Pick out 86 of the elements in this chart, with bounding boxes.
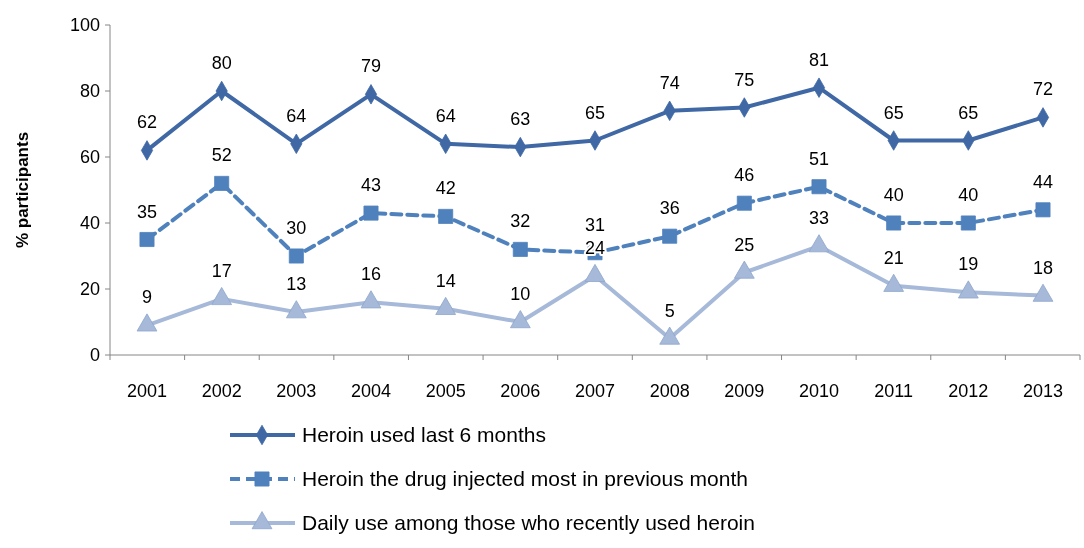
data-label: 52 bbox=[211, 145, 232, 166]
point bbox=[584, 263, 606, 282]
legend-label: Daily use among those who recently used heroin bbox=[302, 511, 755, 535]
point bbox=[286, 300, 307, 319]
point bbox=[1035, 202, 1051, 218]
data-label: 64 bbox=[286, 105, 307, 126]
point bbox=[1032, 283, 1054, 302]
data-label: 44 bbox=[1032, 171, 1054, 192]
data-label: 65 bbox=[958, 102, 979, 123]
y-tick-label: 100 bbox=[69, 15, 100, 36]
point bbox=[958, 280, 979, 299]
data-label: 36 bbox=[659, 198, 680, 219]
data-label: 74 bbox=[659, 72, 680, 93]
data-label: 30 bbox=[286, 218, 307, 238]
point bbox=[438, 208, 454, 224]
data-label: 19 bbox=[958, 254, 979, 275]
data-label: 18 bbox=[1032, 257, 1054, 278]
point bbox=[886, 215, 902, 231]
data-label: 79 bbox=[360, 56, 382, 77]
point bbox=[811, 179, 827, 195]
y-tick-label: 40 bbox=[79, 213, 100, 234]
x-tick-label: 2005 bbox=[425, 381, 466, 401]
y-tick-label: 20 bbox=[79, 279, 100, 300]
data-label: 35 bbox=[136, 201, 158, 222]
data-label: 42 bbox=[435, 178, 456, 199]
x-tick-label: 2006 bbox=[500, 381, 541, 401]
point bbox=[214, 175, 230, 191]
point bbox=[960, 215, 976, 231]
point bbox=[736, 195, 752, 211]
point bbox=[136, 313, 158, 332]
y-axis-title: % participants bbox=[13, 131, 32, 249]
data-label: 33 bbox=[808, 208, 830, 229]
y-tick-label: 0 bbox=[89, 345, 100, 366]
data-label: 10 bbox=[510, 284, 531, 304]
point bbox=[808, 234, 830, 253]
x-tick-label: 2010 bbox=[798, 381, 840, 401]
data-label: 5 bbox=[664, 300, 675, 321]
data-label: 16 bbox=[360, 264, 382, 285]
data-label: 64 bbox=[435, 105, 456, 126]
x-tick-label: 2012 bbox=[948, 381, 989, 401]
data-label: 80 bbox=[211, 53, 232, 73]
x-tick-label: 2003 bbox=[276, 381, 317, 401]
x-tick-label: 2013 bbox=[1022, 381, 1064, 401]
x-tick-label: 2011 bbox=[874, 381, 914, 401]
point bbox=[734, 260, 755, 279]
data-label: 13 bbox=[286, 274, 307, 295]
legend-label: Heroin the drug injected most in previous month bbox=[302, 467, 748, 491]
data-label: 14 bbox=[435, 270, 456, 291]
data-label: 72 bbox=[1032, 79, 1054, 100]
data-label: 65 bbox=[883, 102, 904, 123]
point bbox=[659, 326, 680, 345]
x-tick-label: 2001 bbox=[126, 381, 168, 401]
point bbox=[139, 232, 155, 247]
point bbox=[662, 228, 678, 244]
point bbox=[288, 248, 304, 264]
point bbox=[512, 241, 528, 257]
data-label: 62 bbox=[136, 112, 158, 133]
x-tick-label: 2007 bbox=[574, 381, 616, 401]
point bbox=[510, 310, 531, 329]
x-tick-label: 2008 bbox=[649, 381, 690, 401]
data-label: 17 bbox=[211, 260, 232, 281]
data-label: 46 bbox=[734, 165, 755, 186]
data-label: 32 bbox=[510, 211, 531, 232]
data-label: 43 bbox=[360, 175, 382, 196]
data-label: 21 bbox=[883, 247, 904, 268]
data-label: 40 bbox=[958, 185, 979, 205]
data-label: 75 bbox=[734, 69, 755, 90]
data-label: 31 bbox=[584, 214, 606, 235]
data-label: 40 bbox=[883, 185, 904, 205]
y-tick-label: 80 bbox=[79, 81, 100, 102]
point bbox=[435, 296, 456, 315]
point bbox=[363, 205, 379, 221]
point bbox=[883, 273, 904, 292]
data-label: 81 bbox=[808, 49, 830, 70]
data-label: 65 bbox=[584, 102, 606, 123]
data-label: 9 bbox=[141, 287, 153, 308]
x-tick-label: 2009 bbox=[724, 381, 765, 401]
point bbox=[211, 287, 232, 306]
point bbox=[360, 290, 382, 309]
data-label: 63 bbox=[510, 109, 531, 130]
y-tick-label: 60 bbox=[79, 147, 100, 168]
x-tick-label: 2004 bbox=[350, 381, 392, 401]
x-tick-label: 2002 bbox=[201, 381, 242, 401]
legend-label: Heroin used last 6 months bbox=[302, 423, 546, 447]
data-label: 51 bbox=[808, 148, 830, 169]
data-label: 25 bbox=[734, 234, 755, 255]
